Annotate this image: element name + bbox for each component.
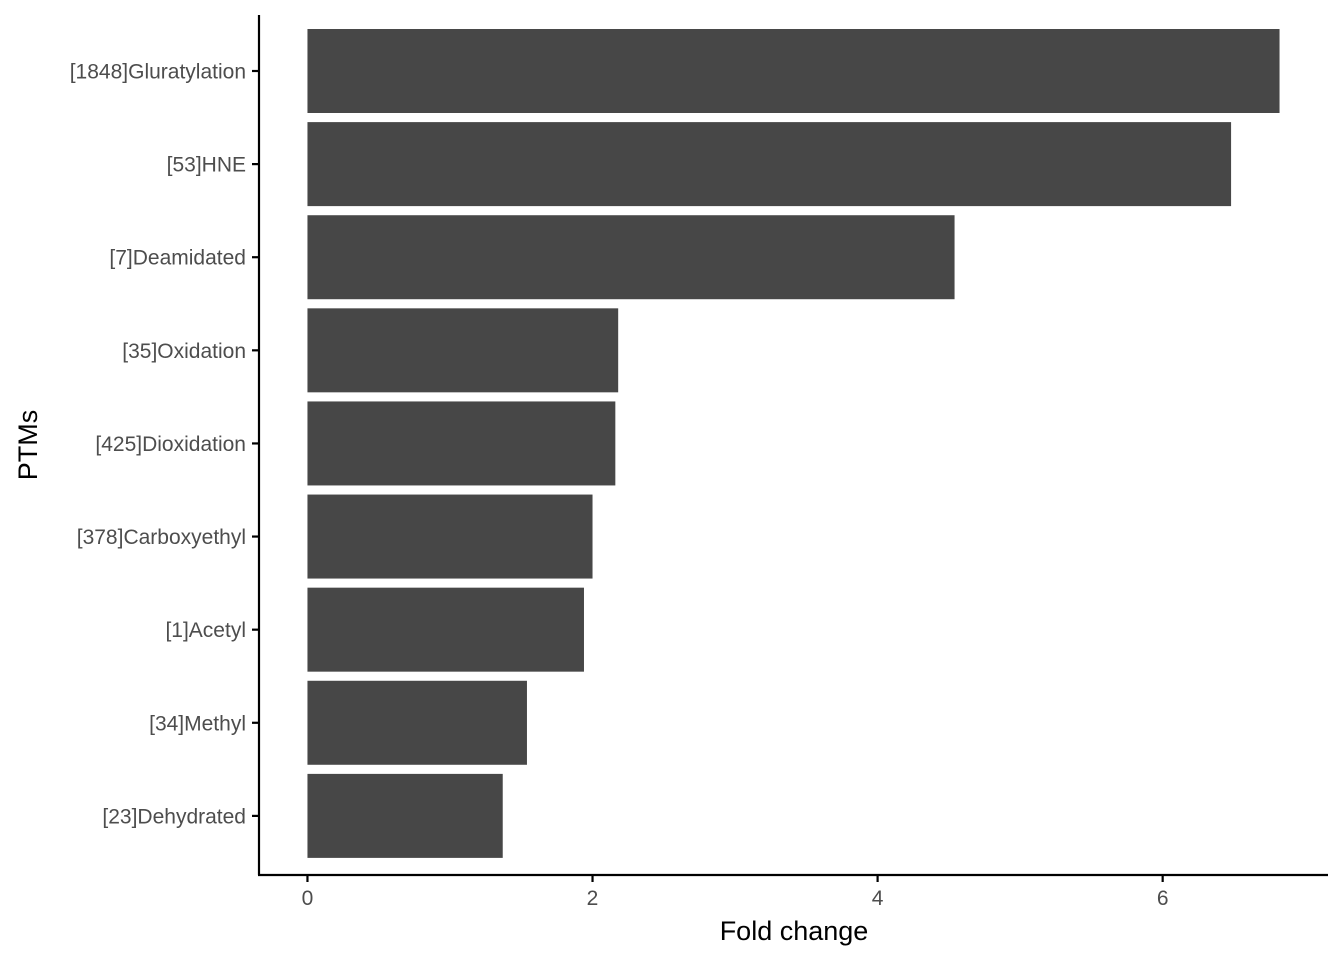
y-tick-label: [425]Dioxidation [95, 433, 246, 456]
y-tick-label: [1]Acetyl [165, 619, 246, 642]
y-axis-title: PTMs [13, 410, 43, 481]
y-axis: [1848]Gluratylation [53]HNE [7]Deamidated [… [70, 15, 261, 875]
x-axis-title: Fold change [720, 916, 869, 946]
y-tick-label: [35]Oxidation [122, 340, 246, 363]
bar [307, 29, 1280, 113]
bar [307, 680, 527, 765]
bar [307, 215, 955, 300]
x-tick-label: 6 [1157, 887, 1169, 910]
x-tick-label: 0 [302, 887, 314, 910]
x-tick-label: 2 [587, 887, 599, 910]
y-tick-label: [34]Methyl [149, 712, 246, 735]
bars-layer [307, 29, 1280, 858]
bar [307, 773, 503, 858]
bar [307, 401, 616, 486]
y-tick-label: [1848]Gluratylation [70, 61, 246, 84]
bar [307, 308, 619, 393]
y-tick-label: [7]Deamidated [109, 247, 246, 270]
y-tick-label: [53]HNE [167, 154, 246, 177]
bar [307, 494, 593, 579]
bar [307, 587, 584, 672]
y-tick-label: [23]Dehydrated [102, 805, 246, 828]
x-axis: 0 2 4 6 [258, 873, 1328, 910]
x-tick-label: 4 [872, 887, 884, 910]
bar [307, 122, 1232, 207]
y-tick-label: [378]Carboxyethyl [77, 526, 246, 549]
